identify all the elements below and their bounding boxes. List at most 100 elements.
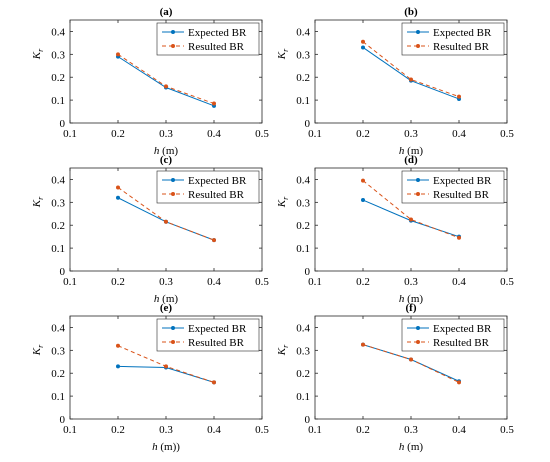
y-tick-label: 0.1 [296, 391, 310, 403]
legend-label: Expected BR [433, 175, 492, 187]
data-point [361, 342, 365, 347]
x-axis-label-unit: (m) [159, 145, 178, 157]
subplot-e: 0.1 0.2 0.3 0.4 0.500.10.20.30.4(e)h (m))KrE… [31, 302, 269, 453]
y-axis-label-main: K [31, 347, 43, 356]
x-tick-label: 0.5 [500, 276, 514, 288]
x-tick-label: 0.1 [308, 424, 322, 436]
y-tick-label: 0.4 [296, 322, 310, 334]
y-axis-label-sub: r [281, 48, 290, 52]
y-tick-label: 0.4 [296, 174, 310, 186]
y-tick-label: 0.2 [296, 368, 310, 380]
legend-swatch-marker [171, 192, 175, 196]
y-axis-label-sub: r [36, 196, 45, 200]
data-point [212, 101, 216, 106]
legend-box [156, 318, 260, 352]
subplot-d: 0.1 0.2 0.3 0.4 0.500.10.20.30.4(d)h (m)KrEx… [276, 154, 514, 305]
x-axis-label: h (m) [154, 145, 178, 157]
y-tick-label: 0.1 [51, 243, 65, 255]
data-point [212, 380, 216, 385]
data-point [361, 198, 365, 203]
y-axis-label-main: K [31, 199, 43, 208]
x-axis-label: h (m) [399, 145, 423, 157]
data-point [116, 364, 120, 369]
y-axis-label: Kr [276, 344, 290, 356]
x-tick-label: 0.2 [356, 424, 370, 436]
x-tick-label: 0.3 [404, 424, 418, 436]
legend-label: Expected BR [433, 27, 492, 39]
y-tick-label: 0.1 [296, 95, 310, 107]
data-point [116, 185, 120, 190]
x-tick-label: 0.1 [63, 128, 77, 140]
x-tick-label: 0.2 [356, 128, 370, 140]
x-tick-label: 0.1 [63, 276, 77, 288]
y-axis-label-main: K [31, 51, 43, 60]
legend-swatch-marker [416, 30, 420, 34]
data-point [361, 45, 365, 50]
y-tick-label: 0.2 [51, 72, 65, 84]
data-point [164, 84, 168, 89]
x-tick-label: 0.2 [111, 424, 125, 436]
x-tick-label: 0.4 [452, 128, 466, 140]
x-axis-label: h (m) [399, 293, 423, 305]
data-point [116, 195, 120, 200]
legend-label: Resulted BR [188, 189, 245, 201]
legend-swatch-marker [171, 178, 175, 182]
y-tick-label: 0.4 [51, 26, 65, 38]
x-axis-label-unit: (m)) [158, 441, 181, 453]
data-point [409, 77, 413, 82]
data-point [409, 357, 413, 362]
legend-swatch-marker [416, 192, 420, 196]
x-tick-label: 0.5 [255, 128, 269, 140]
subplot-title: (d) [404, 154, 418, 166]
y-axis-label: Kr [31, 48, 45, 60]
subplot-title: (b) [404, 6, 418, 18]
x-tick-label: 0.5 [255, 276, 269, 288]
data-point [164, 364, 168, 369]
x-axis-label-var: h [399, 441, 405, 453]
x-tick-label: 0.4 [207, 276, 221, 288]
data-point [164, 219, 168, 224]
y-tick-label: 0.3 [51, 49, 65, 61]
y-tick-label: 0.1 [51, 95, 65, 107]
legend-label: Resulted BR [188, 41, 245, 53]
legend-swatch-marker [171, 326, 175, 330]
subplot-title: (a) [160, 6, 173, 18]
subplot-f: 0.1 0.2 0.3 0.4 0.500.10.20.30.4(f)h (m)KrEx… [276, 302, 514, 453]
x-tick-label: 0.1 [308, 276, 322, 288]
y-tick-label: 0.4 [296, 26, 310, 38]
x-tick-label: 0.3 [159, 276, 173, 288]
legend-label: Resulted BR [433, 337, 490, 349]
data-point [457, 235, 461, 240]
x-axis-label: h (m) [399, 441, 423, 453]
x-tick-label: 0.1 [63, 424, 77, 436]
x-tick-label: 0.2 [356, 276, 370, 288]
x-axis-label: h (m)) [152, 441, 180, 453]
y-axis-label-sub: r [36, 344, 45, 348]
y-tick-label: 0.4 [51, 174, 65, 186]
x-axis-label-unit: (m) [404, 293, 423, 305]
x-tick-label: 0.4 [452, 276, 466, 288]
legend-box [156, 22, 260, 56]
x-tick-label: 0.5 [500, 128, 514, 140]
y-tick-label: 0.2 [51, 368, 65, 380]
x-tick-label: 0.1 [308, 128, 322, 140]
y-axis-label-sub: r [281, 344, 290, 348]
legend-box [401, 22, 505, 56]
y-tick-label: 0 [305, 414, 311, 426]
y-tick-label: 0.3 [296, 345, 310, 357]
y-tick-label: 0.3 [296, 49, 310, 61]
subplot-title: (e) [160, 302, 173, 314]
x-axis-label-var: h [399, 145, 405, 157]
subplot-title: (c) [160, 154, 173, 166]
subplot-b: 0.1 0.2 0.3 0.4 0.500.10.20.30.4(b)h (m)KrEx… [276, 6, 514, 157]
y-axis-label: Kr [31, 196, 45, 208]
y-axis-label: Kr [31, 344, 45, 356]
legend-label: Expected BR [188, 323, 247, 335]
subplot-title: (f) [406, 302, 417, 314]
data-point [116, 52, 120, 57]
x-axis-label-var: h [152, 441, 158, 453]
y-axis-label-main: K [276, 199, 288, 208]
y-tick-label: 0 [60, 266, 66, 278]
y-tick-label: 0.1 [51, 391, 65, 403]
